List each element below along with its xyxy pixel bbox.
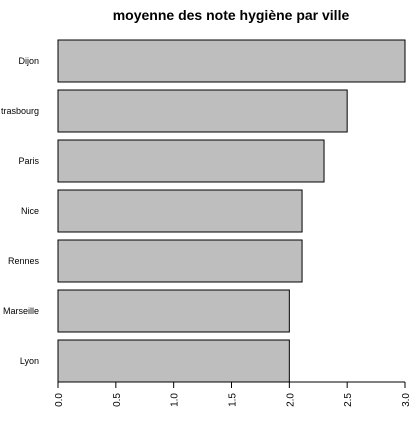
- category-label-lyon: Lyon: [20, 356, 39, 366]
- bar-nice: [57, 189, 303, 233]
- bar-marseille: [57, 289, 290, 333]
- bar-rennes: [57, 239, 303, 283]
- category-label-dijon: Dijon: [18, 56, 39, 66]
- bars-group: [57, 39, 406, 383]
- x-tick-label-1.0: 1.0: [170, 393, 181, 407]
- x-tick-label-3.0: 3.0: [401, 393, 412, 407]
- x-tick-label-2.5: 2.5: [343, 393, 354, 407]
- x-tick-label-1.5: 1.5: [228, 393, 239, 407]
- category-label-rennes: Rennes: [8, 256, 40, 266]
- x-tick-label-2.0: 2.0: [285, 393, 296, 407]
- bar-dijon: [57, 39, 406, 83]
- category-label-marseille: Marseille: [3, 306, 39, 316]
- bar-paris: [57, 139, 325, 183]
- x-axis: 0.0 0.5 1.0 1.5 2.0 2.5 3.0: [54, 381, 412, 407]
- x-tick-label-0.5: 0.5: [112, 393, 123, 407]
- category-labels: Dijon trasbourg Paris Nice Rennes Marseille Ly…: [1, 56, 40, 366]
- bar-lyon: [57, 339, 290, 383]
- category-label-nice: Nice: [21, 206, 39, 216]
- chart-title: moyenne des note hygiène par ville: [113, 7, 350, 23]
- category-label-paris: Paris: [18, 156, 39, 166]
- bar-strasbourg: [57, 89, 348, 133]
- x-tick-label-0.0: 0.0: [54, 393, 65, 407]
- category-label-strasbourg: trasbourg: [1, 106, 39, 116]
